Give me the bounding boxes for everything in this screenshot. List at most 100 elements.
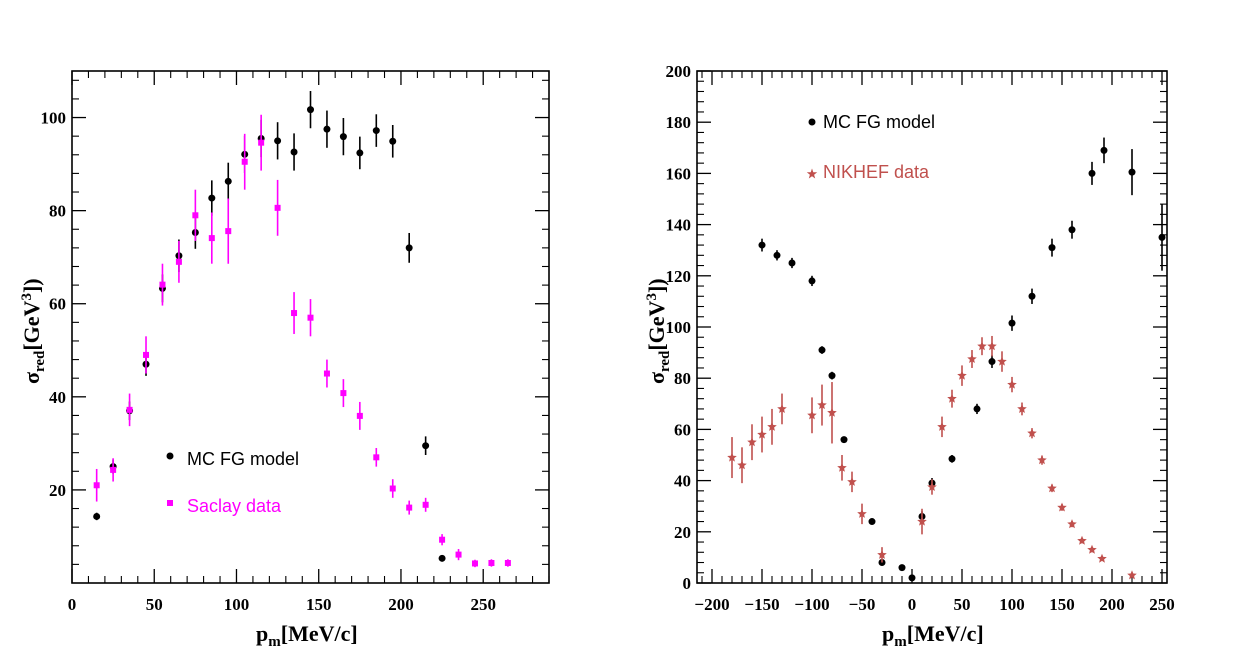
nikhef-data-point bbox=[747, 437, 757, 447]
mc-fg-model-point bbox=[773, 251, 781, 259]
saclay-data-point bbox=[488, 559, 495, 566]
saclay-data-point bbox=[504, 559, 511, 566]
saclay-data-point bbox=[192, 212, 199, 219]
mc-fg-model-point bbox=[1100, 146, 1108, 154]
saclay-data-point bbox=[356, 412, 363, 419]
saclay-data-point bbox=[406, 504, 413, 511]
left-x-tick-label: 100 bbox=[224, 595, 250, 614]
nikhef-data-point bbox=[737, 460, 747, 470]
right-x-tick-label: 150 bbox=[1049, 595, 1075, 614]
nikhef-data-point bbox=[857, 508, 867, 518]
mc-fg-model-point bbox=[908, 574, 916, 582]
left-y-tick-label: 20 bbox=[49, 481, 66, 500]
nikhef-data-point bbox=[997, 356, 1007, 366]
nikhef-data-point bbox=[927, 482, 937, 491]
right-legend-label-mc: MC FG model bbox=[823, 112, 935, 132]
mc-fg-model-point bbox=[868, 518, 876, 526]
left-ticks: 0 50 100 150 200 250 20 40 60 80 100 bbox=[41, 71, 550, 614]
nikhef-data-point bbox=[807, 410, 817, 420]
left-legend-marker-saclay bbox=[167, 500, 173, 506]
right-y-tick-label: 40 bbox=[674, 472, 691, 491]
right-legend-marker-mc bbox=[808, 118, 816, 126]
nikhef-data-point bbox=[1067, 519, 1077, 529]
nikhef-data-point bbox=[1077, 535, 1087, 545]
nikhef-data-point bbox=[837, 462, 847, 472]
saclay-data-point bbox=[258, 139, 265, 146]
right-y-tick-label: 60 bbox=[674, 420, 691, 439]
mc-fg-model-point bbox=[1088, 169, 1096, 177]
saclay-data-point bbox=[93, 482, 100, 489]
right-x-tick-label: −50 bbox=[849, 595, 876, 614]
mc-fg-model-point bbox=[307, 106, 314, 114]
right-y-tick-label: 140 bbox=[666, 216, 692, 235]
mc-fg-model-point bbox=[1048, 244, 1056, 252]
right-y-tick-label: 120 bbox=[666, 267, 692, 286]
right-x-tick-label: 100 bbox=[999, 595, 1025, 614]
right-x-tick-label: 0 bbox=[908, 595, 917, 614]
right-y-tick-label: 20 bbox=[674, 523, 691, 542]
left-legend: MC FG model Saclay data bbox=[166, 449, 299, 516]
mc-fg-model-point bbox=[274, 137, 282, 145]
right-x-tick-label: −200 bbox=[694, 595, 729, 614]
nikhef-data-point bbox=[777, 403, 787, 413]
nikhef-data-point bbox=[817, 400, 827, 410]
mc-fg-model-point bbox=[422, 442, 430, 450]
right-x-tick-label: 250 bbox=[1149, 595, 1175, 614]
saclay-data-point bbox=[208, 235, 215, 242]
nikhef-data-point bbox=[967, 354, 977, 363]
saclay-data-point bbox=[323, 370, 330, 377]
nikhef-data-point bbox=[917, 516, 927, 526]
right-x-tick-label: −100 bbox=[794, 595, 829, 614]
nikhef-data-point bbox=[727, 452, 737, 462]
nikhef-data-point bbox=[1087, 544, 1097, 554]
right-y-tick-label: 160 bbox=[666, 164, 692, 183]
left-legend-marker-mc bbox=[166, 452, 174, 460]
left-legend-label-mc: MC FG model bbox=[187, 449, 299, 469]
left-y-tick-label: 80 bbox=[49, 202, 66, 221]
saclay-data-point bbox=[143, 351, 150, 358]
mc-fg-model-point bbox=[808, 277, 816, 285]
mc-fg-model-point bbox=[948, 455, 956, 463]
mc-fg-model-point bbox=[356, 149, 364, 157]
saclay-data-point bbox=[471, 560, 478, 567]
saclay-data-point bbox=[175, 258, 182, 265]
right-legend-marker-nikhef bbox=[806, 168, 818, 179]
mc-fg-model-point bbox=[372, 127, 380, 135]
mc-fg-model-point bbox=[828, 372, 836, 380]
mc-fg-model-point bbox=[224, 177, 232, 185]
saclay-data-point bbox=[389, 485, 396, 492]
nikhef-data-point bbox=[937, 421, 947, 431]
right-legend: MC FG model NIKHEF data bbox=[806, 112, 935, 182]
saclay-data-point bbox=[159, 281, 166, 288]
left-y-tick-label: 60 bbox=[49, 295, 66, 314]
left-x-axis-title: pm[MeV/c] bbox=[256, 621, 358, 650]
right-legend-label-nikhef: NIKHEF data bbox=[823, 162, 930, 182]
nikhef-data-point bbox=[877, 549, 887, 559]
right-x-tick-label: 200 bbox=[1099, 595, 1125, 614]
left-x-tick-label: 50 bbox=[146, 595, 163, 614]
nikhef-data-point bbox=[1017, 403, 1027, 413]
saclay-data-point bbox=[439, 536, 446, 543]
left-y-tick-label: 100 bbox=[41, 109, 67, 128]
right-x-axis-title: pm[MeV/c] bbox=[882, 621, 984, 650]
mc-fg-model-point bbox=[290, 148, 298, 156]
nikhef-data-point bbox=[767, 421, 777, 431]
mc-fg-model-point bbox=[1008, 319, 1016, 327]
left-x-tick-label: 250 bbox=[470, 595, 496, 614]
left-x-tick-label: 150 bbox=[306, 595, 332, 614]
mc-fg-model-point bbox=[898, 564, 906, 572]
nikhef-data-point bbox=[1047, 483, 1057, 493]
mc-fg-model-point bbox=[1158, 233, 1166, 241]
mc-fg-model-point bbox=[1068, 226, 1076, 234]
left-series bbox=[93, 91, 511, 568]
right-y-tick-label: 200 bbox=[666, 62, 692, 81]
saclay-data-point bbox=[373, 454, 380, 461]
left-y-tick-label: 40 bbox=[49, 388, 66, 407]
mc-fg-model-point bbox=[973, 405, 981, 413]
nikhef-data-point bbox=[1037, 455, 1047, 465]
mc-fg-model-point bbox=[1028, 292, 1036, 300]
mc-fg-model-point bbox=[208, 194, 216, 202]
saclay-data-point bbox=[274, 204, 281, 211]
saclay-data-point bbox=[291, 310, 298, 317]
